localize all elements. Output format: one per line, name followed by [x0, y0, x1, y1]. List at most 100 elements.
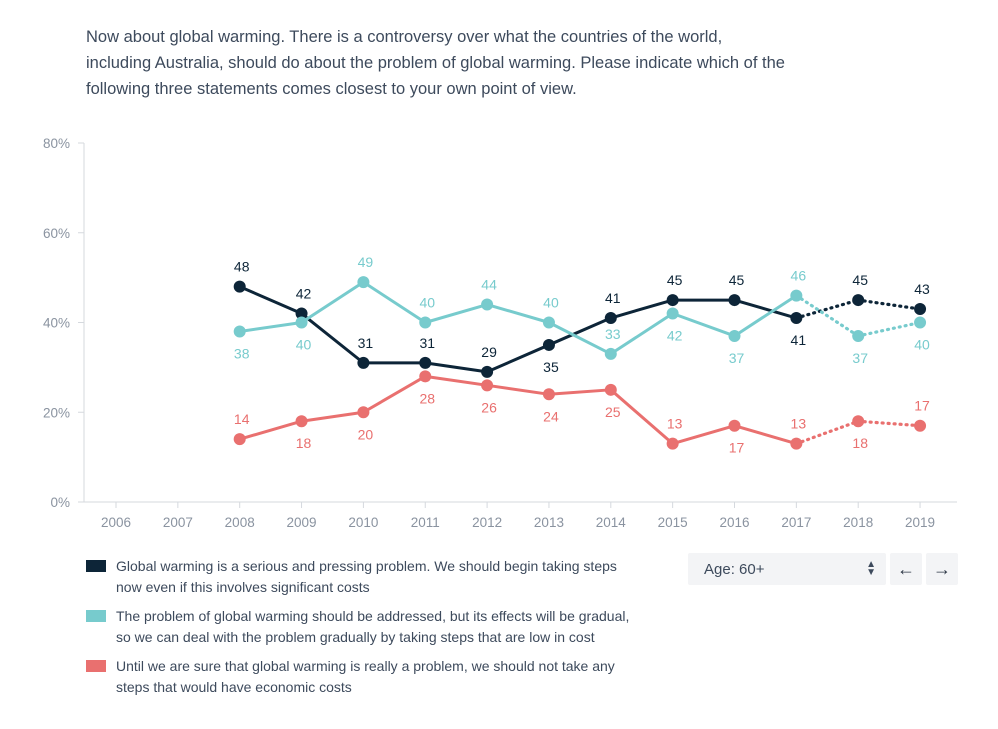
data-point: [914, 419, 927, 432]
data-label: 17: [729, 440, 745, 456]
data-point: [852, 294, 865, 307]
y-tick-label: 40%: [43, 316, 70, 331]
data-point: [790, 437, 803, 450]
data-label: 31: [358, 335, 374, 351]
data-point: [233, 433, 246, 446]
data-point: [357, 276, 370, 289]
data-label: 35: [543, 359, 559, 375]
data-label: 20: [358, 426, 374, 442]
data-label: 25: [605, 404, 621, 420]
data-point: [914, 316, 927, 329]
x-tick-label: 2008: [225, 515, 255, 530]
legend-item-wait: Until we are sure that global warming is…: [86, 656, 646, 698]
data-label: 29: [481, 344, 497, 360]
data-label: 31: [419, 335, 435, 351]
x-tick-label: 2018: [843, 515, 873, 530]
y-tick-label: 60%: [43, 226, 70, 241]
data-point: [790, 312, 803, 325]
series-line-segment: [609, 298, 675, 320]
y-tick-label: 20%: [43, 405, 70, 420]
data-label: 46: [791, 268, 807, 284]
data-label: 44: [481, 277, 497, 293]
x-tick-label: 2011: [411, 515, 440, 530]
series-line-segment: [300, 280, 365, 324]
data-point: [233, 325, 246, 338]
data-point: [295, 316, 308, 329]
chart-controls: Age: 60+ ▲ ▼ ← →: [688, 553, 958, 585]
data-point: [728, 419, 741, 432]
legend-item-serious: Global warming is a serious and pressing…: [86, 556, 646, 598]
data-label: 14: [234, 411, 250, 427]
data-label: 26: [481, 399, 497, 415]
data-label: 45: [852, 272, 868, 288]
data-label: 41: [791, 332, 807, 348]
series-line-segment: [794, 293, 860, 338]
legend-swatch: [86, 660, 106, 672]
legend-label: Until we are sure that global warming is…: [116, 658, 615, 695]
data-point: [419, 316, 432, 329]
series-line-segment: [238, 419, 304, 441]
data-label: 45: [667, 272, 683, 288]
series-line-segment: [609, 312, 675, 356]
series-line-segment: [361, 374, 427, 414]
legend-swatch: [86, 560, 106, 572]
data-label: 42: [667, 328, 683, 344]
legend-label: Global warming is a serious and pressing…: [116, 558, 617, 595]
data-label: 49: [358, 254, 374, 270]
data-point: [666, 307, 679, 320]
x-tick-label: 2009: [287, 515, 317, 530]
data-point: [419, 370, 432, 383]
data-point: [481, 365, 494, 378]
series-line-segment: [856, 320, 922, 338]
series-line-segment: [300, 312, 365, 365]
data-label: 17: [914, 398, 930, 414]
data-label: 43: [914, 281, 930, 297]
series-line-segment: [856, 298, 922, 311]
x-tick-label: 2010: [348, 515, 378, 530]
legend-swatch: [86, 610, 106, 622]
data-point: [542, 338, 555, 351]
x-tick-label: 2015: [658, 515, 688, 530]
series-line-segment: [238, 285, 304, 316]
x-tick-label: 2013: [534, 515, 564, 530]
y-tick-label: 80%: [43, 136, 70, 151]
x-tick-label: 2007: [163, 515, 193, 530]
data-label: 41: [605, 290, 621, 306]
age-filter-select[interactable]: Age: 60+ ▲ ▼: [688, 553, 886, 585]
legend-label: The problem of global warming should be …: [116, 608, 630, 645]
data-label: 18: [852, 435, 868, 451]
data-point: [233, 280, 246, 293]
data-label: 38: [234, 345, 250, 361]
x-tick-label: 2017: [781, 515, 811, 530]
series-line-segment: [485, 343, 551, 374]
prev-button[interactable]: ←: [890, 553, 922, 585]
legend: Global warming is a serious and pressing…: [86, 556, 646, 706]
series-line-segment: [671, 424, 736, 446]
series-line-segment: [609, 388, 675, 446]
x-tick-label: 2012: [472, 515, 502, 530]
data-point: [914, 303, 927, 316]
series-line-segment: [733, 298, 798, 320]
data-point: [604, 383, 617, 396]
data-label: 40: [543, 295, 559, 311]
x-tick-label: 2014: [596, 515, 627, 530]
line-chart: 0% 20% 40% 60% 80% 2006 2007 2008 2009 2010 2011 20…: [43, 136, 957, 530]
select-updown-icon: ▲ ▼: [866, 559, 876, 578]
series-line-segment: [794, 419, 860, 446]
data-point: [666, 294, 679, 307]
series-line-segment: [671, 312, 736, 338]
series-line-segment: [733, 424, 798, 446]
data-point: [295, 307, 308, 320]
arrow-right-icon: →: [933, 558, 951, 579]
data-point: [728, 294, 741, 307]
data-label: 40: [914, 337, 930, 353]
data-label: 45: [729, 272, 745, 288]
data-label: 40: [296, 337, 312, 353]
data-label: 28: [419, 390, 435, 406]
series-line-segment: [547, 321, 613, 356]
data-label: 24: [543, 408, 559, 424]
data-label: 37: [729, 350, 745, 366]
data-point: [481, 379, 494, 392]
next-button[interactable]: →: [926, 553, 958, 585]
series-line-segment: [485, 303, 551, 324]
